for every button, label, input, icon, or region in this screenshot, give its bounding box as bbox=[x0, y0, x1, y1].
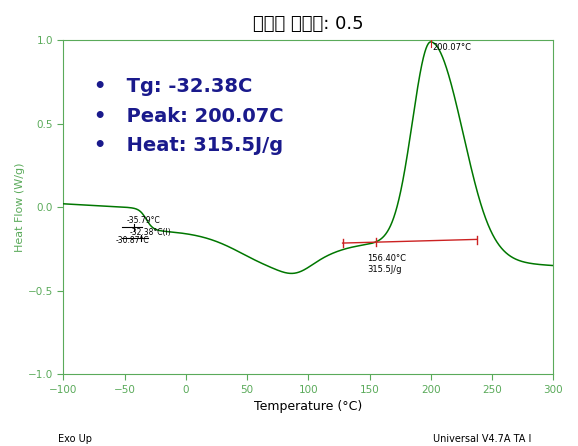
Text: Exo Up: Exo Up bbox=[58, 434, 92, 443]
X-axis label: Temperature (°C): Temperature (°C) bbox=[254, 400, 362, 413]
Text: •   Peak: 200.07C: • Peak: 200.07C bbox=[94, 107, 284, 126]
Text: •   Tg: -32.38C: • Tg: -32.38C bbox=[94, 78, 253, 96]
Text: -32.38°C(I): -32.38°C(I) bbox=[129, 228, 171, 237]
Text: Universal V4.7A TA I: Universal V4.7A TA I bbox=[434, 434, 532, 443]
Text: 200.07°C: 200.07°C bbox=[432, 43, 471, 53]
Title: 경화제 당량비: 0.5: 경화제 당량비: 0.5 bbox=[253, 15, 364, 33]
Text: •   Heat: 315.5J/g: • Heat: 315.5J/g bbox=[94, 136, 283, 155]
Y-axis label: Heat Flow (W/g): Heat Flow (W/g) bbox=[15, 162, 25, 252]
Text: 156.40°C
315.5J/g: 156.40°C 315.5J/g bbox=[368, 254, 406, 274]
Text: -35.79°C: -35.79°C bbox=[127, 216, 161, 225]
Text: -30.87°C: -30.87°C bbox=[116, 236, 150, 245]
